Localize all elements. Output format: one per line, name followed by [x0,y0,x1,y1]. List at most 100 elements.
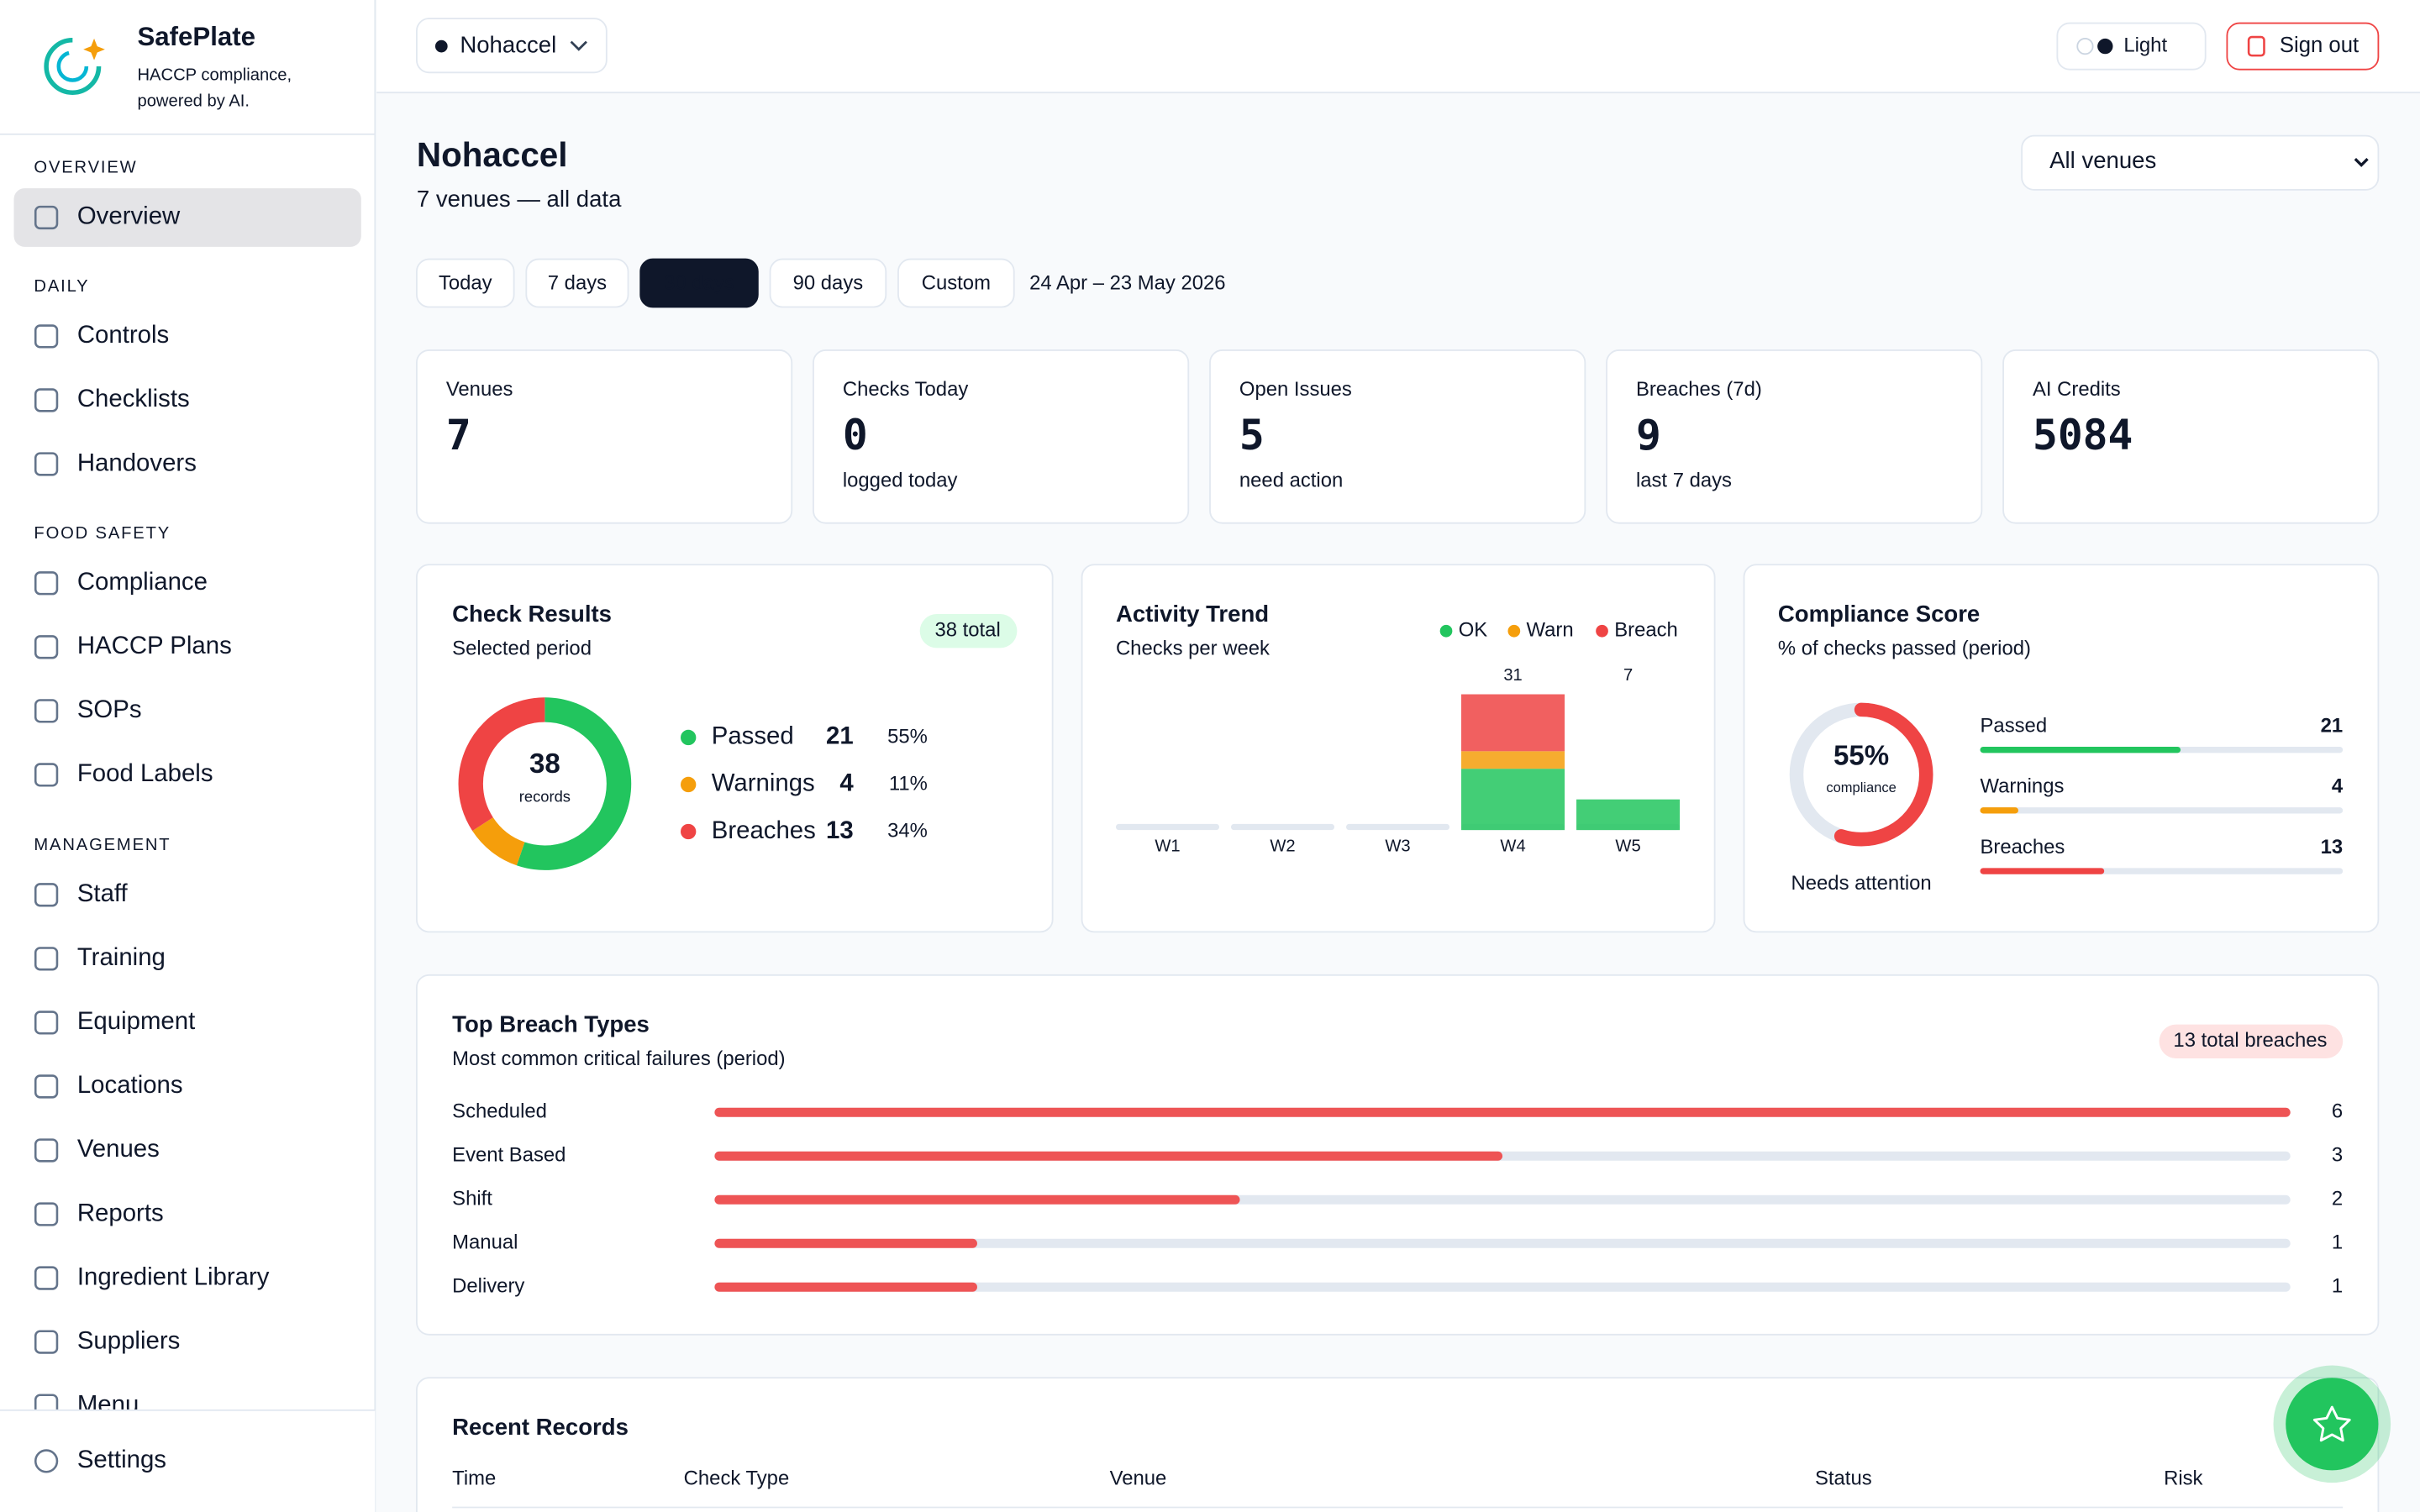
stat-note: logged today [843,469,958,491]
page-title: Nohaccel [417,135,568,174]
nav-item[interactable]: Ingredient Library [77,1263,270,1290]
x-tick-label: W4 [1500,837,1525,856]
nav-section-title: FOOD SAFETY [34,524,171,543]
nav-item[interactable]: Handovers [77,449,197,476]
org-button[interactable] [416,18,608,74]
x-tick-label: W2 [1270,837,1295,856]
ring-value [1789,702,1933,847]
score-item-name: Breaches [1981,836,2065,858]
period-label[interactable]: Custom [922,271,991,294]
nav-icon [34,388,59,412]
nav-item[interactable]: Reports [77,1199,164,1226]
ring-caption: compliance [1826,780,1897,795]
theme-dot [2076,38,2094,55]
period-label[interactable]: 90 days [793,271,864,294]
legend-share: 34% [887,819,928,842]
fab[interactable] [2286,1378,2379,1471]
column-header: Venue [1110,1467,1167,1490]
theme-label: Light [2123,34,2167,56]
nav-item[interactable]: Checklists [77,385,190,412]
bar-segment [1461,694,1565,752]
bar [1980,746,2181,753]
period-button[interactable] [639,258,759,308]
theme-toggle[interactable] [2056,22,2207,71]
breach-type: Manual [452,1231,518,1254]
sign-out-icon [2247,35,2265,57]
panel-subtitle: % of checks passed (period) [1778,638,2031,660]
period-button[interactable] [897,258,1015,308]
stat-note: need action [1239,469,1343,491]
x-tick-label: W1 [1155,837,1180,856]
panel-subtitle: Most common critical failures (period) [452,1047,785,1070]
stat-card [416,349,793,524]
panel [1081,564,1716,933]
nav-item[interactable]: Equipment [77,1007,195,1035]
sign-out[interactable] [2226,22,2380,71]
period-label[interactable]: 7 days [548,271,607,294]
nav-item[interactable]: Menu [77,1390,139,1418]
bar-track [714,1238,2291,1248]
legend-dot [681,823,697,840]
nav-section-title: DAILY [34,277,89,296]
legend-dot [1507,624,1521,638]
legend-name: OK [1459,619,1488,642]
stat-label: Checks Today [843,378,968,401]
column-header: Status [1815,1467,1872,1490]
nav-icon [34,1394,59,1410]
nav-item[interactable]: SOPs [77,696,142,723]
nav-item[interactable]: Overview [77,202,181,230]
nav-item[interactable]: HACCP Plans [77,632,232,659]
panel-title: Check Results [452,601,612,627]
legend-name: Breaches [712,816,816,844]
nav-icon [34,1330,59,1354]
score-item-value: 21 [2321,714,2344,737]
period-button[interactable] [769,258,887,308]
nav-item[interactable]: Venues [77,1135,160,1163]
status: Needs attention [1791,872,1932,895]
nav-active-bg [13,188,361,247]
score-item-name: Warnings [1981,775,2065,798]
badge-label: 38 total [934,619,1000,642]
legend-name: Warn [1527,619,1574,642]
nav-item[interactable]: Suppliers [77,1326,180,1354]
nav-item[interactable]: Food Labels [77,759,213,787]
stat-card [1606,349,1983,524]
settings-icon [34,1449,59,1473]
period-label[interactable]: Today [439,271,492,294]
panel-subtitle: Checks per week [1116,638,1270,660]
bar-track [1230,823,1335,831]
period-button[interactable] [525,258,629,308]
period-button[interactable] [416,258,515,308]
nav: OVERVIEW Overview DAILY Controls Checklists H… [13,159,361,1418]
period-label[interactable]: 30 days [664,271,734,294]
nav-item[interactable]: Staff [77,879,129,907]
nav-icon [34,1074,59,1099]
logo-spark [83,38,105,60]
venue-select[interactable] [2021,134,2380,191]
bar [714,1151,1503,1161]
panel-title: Activity Trend [1116,601,1269,627]
settings[interactable]: Settings [77,1446,166,1473]
nav-item[interactable]: Controls [77,321,169,349]
stat-label: Venues [446,378,513,401]
nav-item[interactable]: Locations [77,1071,183,1099]
bar-track [1980,807,2344,814]
x-tick-label: W5 [1615,837,1640,856]
column-header: Check Type [684,1467,790,1490]
nav-icon [34,1138,59,1163]
stat-card [813,349,1190,524]
bar [714,1107,2291,1117]
nav-item[interactable]: Training [77,943,166,971]
nav-item[interactable]: Compliance [77,568,208,596]
bar-total: 7 [1623,666,1633,685]
x-tick-label: W3 [1385,837,1410,856]
donut-caption: records [519,787,571,805]
brand: SafePlate [137,22,255,51]
breach-count: 2 [2332,1188,2343,1210]
nav-icon [34,452,59,476]
stat-label: Breaches (7d) [1636,378,1762,401]
breach-type: Event Based [452,1144,566,1167]
stat-value: 5084 [2033,411,2133,459]
